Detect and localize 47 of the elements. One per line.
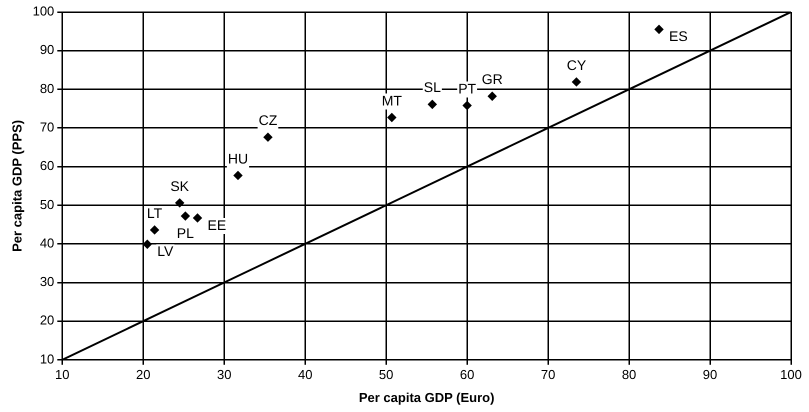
point [488,92,497,101]
point [150,225,160,234]
data-label: LT [146,204,163,221]
x-tick-label: 90 [702,367,718,382]
data-label: PL [176,224,194,241]
x-axis-title: Per capita GDP (Euro) [358,390,494,405]
x-tick-label: 20 [136,367,150,382]
point [387,113,396,122]
x-tick-label: 80 [622,367,636,382]
point [233,170,242,180]
point [572,77,581,86]
y-tick-label: 20 [40,312,54,328]
x-tick-label: 10 [55,367,70,382]
point [180,212,190,221]
data-label: CY [566,56,587,73]
data-label: HU [228,150,248,166]
y-tick-label: 10 [40,351,54,366]
data-label: CZ [258,112,278,128]
y-axis-title: Per capita GDP (PPS) [9,120,24,252]
x-tick-label: 60 [460,367,474,382]
y-tick-label: 100 [32,4,54,19]
x-tick-label: 100 [780,367,802,382]
data-label: LV [157,243,174,260]
y-tick-label: 70 [40,120,54,135]
data-label: SK [170,178,190,194]
x-tick-label: 70 [540,367,556,382]
data-label: GR [482,71,503,88]
data-label: ES [669,28,688,44]
point [175,198,184,208]
y-tick-label: 30 [40,274,54,290]
point [654,24,664,34]
x-tick-label: 40 [298,367,312,382]
point [462,101,472,110]
point [428,100,437,109]
y-tick-label: 80 [40,80,54,96]
x-tick-label: 50 [378,367,394,382]
data-label: MT [382,92,402,108]
y-tick-label: 40 [40,235,54,250]
point [263,132,272,142]
data-label: EE [208,216,226,233]
data-label: SL [424,79,442,96]
y-tick-label: 60 [40,158,54,174]
y-tick-label: 50 [40,196,54,212]
x-tick-label: 30 [216,367,232,382]
y-tick-label: 90 [40,42,54,58]
data-label: PT [458,80,477,96]
point [193,213,202,222]
